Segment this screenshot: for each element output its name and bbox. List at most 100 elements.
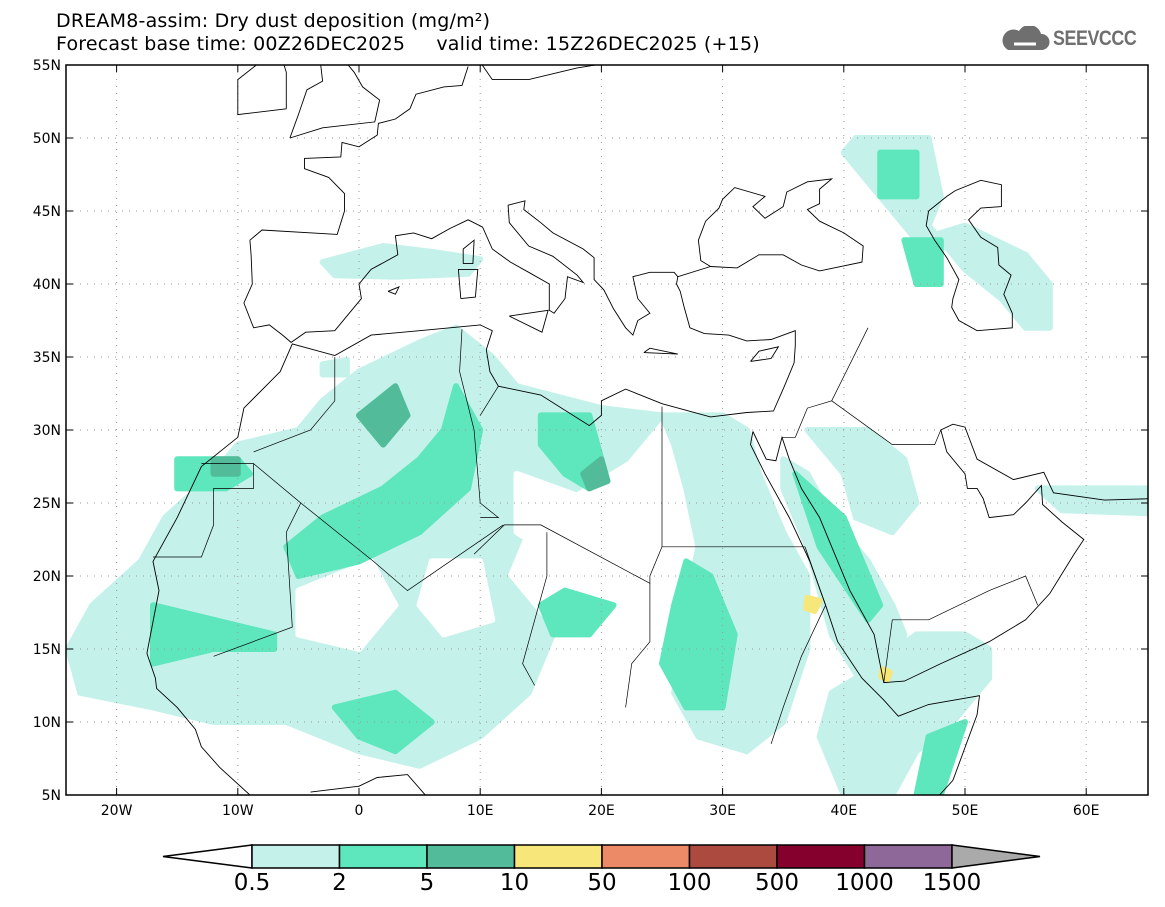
- lon-tick-label: 20W: [101, 803, 133, 819]
- dust-contour-level-0: [319, 243, 484, 280]
- colorbar-under-arrow: [162, 844, 253, 869]
- lat-tick-label: 55N: [33, 58, 61, 74]
- coastline: [146, 266, 796, 654]
- borders: [153, 327, 1039, 745]
- coastline: [289, 65, 381, 139]
- dust-contour-level-1: [913, 719, 968, 795]
- seevccc-logo: SEEVCCC: [1000, 26, 1151, 52]
- dust-fields: [66, 135, 1148, 795]
- coastline: [509, 309, 549, 333]
- lat-tick-label: 10N: [33, 715, 61, 731]
- colorbar-label: 0.5: [233, 870, 271, 896]
- lon-tick-label: 0: [355, 803, 364, 819]
- country-border: [473, 524, 663, 584]
- coastline: [243, 200, 679, 343]
- dust-contour-level-0: [1034, 485, 1148, 517]
- coastlines: [146, 65, 1148, 795]
- colorbar: [162, 844, 1041, 869]
- coastline: [925, 179, 1013, 332]
- colorbar-label: 2: [332, 870, 347, 896]
- country-border: [459, 329, 475, 431]
- country-border: [883, 575, 1039, 683]
- coastline: [750, 346, 780, 362]
- axis-ticks: 20W 10W 0 10E 20E 30E 40E 50E 60E 55N 50N 45N 40N 35N…: [33, 58, 1148, 819]
- lon-tick-label: 30E: [709, 803, 736, 819]
- gridlines: [66, 65, 1148, 795]
- dust-contour-level-2: [210, 456, 241, 477]
- colorbar-swatch: [426, 844, 516, 869]
- dust-contour-level-1: [901, 237, 944, 287]
- clear-area: [416, 558, 496, 638]
- forecast-time-line: Forecast base time: 00Z26DEC2025 valid t…: [56, 33, 760, 55]
- coastline: [283, 65, 287, 109]
- dust-contour-level-1: [659, 558, 738, 711]
- coastline: [481, 65, 599, 81]
- country-border: [625, 583, 651, 708]
- lat-tick-label: 45N: [33, 204, 61, 220]
- country-border: [300, 502, 504, 592]
- lat-tick-label: 20N: [33, 569, 61, 585]
- country-border: [770, 546, 826, 745]
- dust-contour-level-1: [877, 149, 920, 200]
- lon-tick-label: 10E: [467, 803, 494, 819]
- colorbar-label: 5: [419, 870, 435, 896]
- country-border: [522, 532, 548, 686]
- country-border: [213, 463, 302, 657]
- colorbar-swatch: [513, 844, 603, 869]
- coastline: [752, 423, 1148, 684]
- map-title: DREAM8-assim: Dry dust deposition (mg/m²…: [56, 10, 491, 32]
- coastline: [697, 178, 864, 272]
- lon-tick-label: 40E: [830, 803, 857, 819]
- country-border: [473, 429, 500, 518]
- colorbar-swatch: [776, 844, 866, 869]
- colorbar-swatch: [251, 844, 341, 869]
- country-border: [479, 386, 499, 416]
- colorbar-label: 10: [499, 870, 530, 896]
- country-border: [253, 357, 336, 453]
- country-border: [831, 400, 942, 445]
- dust-contour-level-1: [283, 383, 484, 579]
- dust-contour-level-0: [804, 427, 920, 536]
- colorbar-swatch: [601, 844, 691, 869]
- dust-contour-level-2: [356, 383, 411, 448]
- colorbar-label: 50: [587, 870, 617, 896]
- dust-contour-level-1: [792, 470, 884, 623]
- coastline: [289, 65, 324, 139]
- coastline: [643, 347, 678, 355]
- lat-tick-label: 50N: [33, 131, 61, 147]
- colorbar-label: 1500: [922, 870, 982, 896]
- coastline: [310, 774, 426, 795]
- colorbar-label: 500: [755, 870, 799, 896]
- coastline: [249, 66, 469, 241]
- coastline: [237, 65, 287, 116]
- lon-tick-label: 10W: [222, 803, 254, 819]
- colorbar-swatch: [863, 844, 953, 869]
- coastline: [146, 653, 251, 795]
- coastline: [462, 239, 475, 265]
- clear-area: [295, 558, 399, 652]
- lat-tick-label: 35N: [33, 350, 61, 366]
- dust-contour-level-1: [331, 689, 435, 755]
- coastline: [387, 286, 400, 295]
- lat-tick-label: 30N: [33, 423, 61, 439]
- colorbar-swatch: [688, 844, 778, 869]
- colorbar-label: 100: [667, 870, 712, 896]
- dust-contour-level-1: [150, 602, 278, 667]
- lat-tick-label: 25N: [33, 496, 61, 512]
- colorbar-label: 1000: [835, 870, 894, 896]
- lat-tick-label: 5N: [42, 788, 61, 804]
- coastline: [750, 431, 981, 795]
- lat-tick-label: 15N: [33, 642, 61, 658]
- logo-text: SEEVCCC: [1052, 27, 1137, 50]
- lon-tick-label: 20E: [588, 803, 615, 819]
- lon-tick-label: 50E: [952, 803, 979, 819]
- dust-contour-level-2: [580, 456, 611, 492]
- lat-tick-label: 40N: [33, 277, 61, 293]
- dust-contour-level-1: [537, 587, 617, 638]
- dust-contour-level-0: [840, 135, 1053, 331]
- dust-contour-level-3: [803, 594, 823, 614]
- colorbar-over-arrow: [951, 844, 1041, 869]
- clear-area: [513, 470, 605, 565]
- country-border: [782, 327, 869, 438]
